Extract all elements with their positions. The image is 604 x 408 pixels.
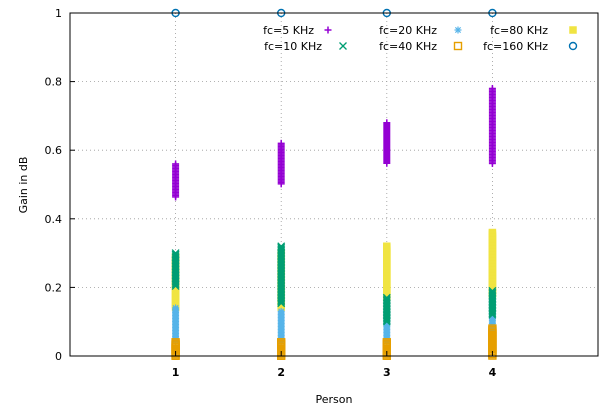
data-point: [382, 314, 391, 323]
legend-marker: [453, 41, 463, 51]
data-layer: [171, 8, 497, 360]
x-tick-label: 1: [172, 366, 180, 379]
data-point-column: [488, 324, 497, 360]
x-tick-label: 4: [489, 366, 497, 379]
data-point: [172, 193, 180, 201]
legend-marker: [324, 26, 332, 34]
grid-layer: [70, 81, 598, 288]
legend-label: fc=10 KHz: [264, 40, 322, 53]
legend-label: fc=5 KHz: [263, 24, 314, 37]
legend-marker: [569, 26, 577, 34]
x-tick-label: 2: [277, 366, 285, 379]
plot-frame: [69, 12, 599, 357]
data-point: [171, 282, 180, 291]
y-tick-label: 0.8: [45, 76, 63, 89]
series-fc-10-khz: [171, 242, 497, 326]
x-tick-label: 3: [383, 366, 391, 379]
data-point: [488, 309, 497, 318]
series-fc-40-khz: [171, 324, 497, 360]
data-point-column: [383, 242, 391, 301]
x-axis-label: Person: [316, 393, 353, 406]
data-point: [383, 159, 391, 167]
data-point-column: [172, 160, 180, 201]
data-point: [488, 310, 497, 319]
legend-label: fc=20 KHz: [379, 24, 437, 37]
legend-marker: [568, 41, 578, 51]
data-point: [171, 280, 180, 289]
legend-marker: [454, 26, 462, 34]
data-point-column: [277, 338, 286, 360]
y-axis-label: Gain in dB: [17, 157, 30, 214]
y-tick-label: 0.4: [45, 213, 63, 226]
data-point-column: [383, 119, 391, 167]
data-point: [277, 296, 286, 305]
data-point: [488, 159, 496, 167]
data-point: [277, 297, 286, 306]
data-point-column: [277, 139, 285, 188]
legend-label: fc=160 KHz: [483, 40, 548, 53]
legend-label: fc=40 KHz: [379, 40, 437, 53]
data-point: [382, 316, 391, 325]
data-point: [171, 279, 180, 288]
series-fc-5-khz: [172, 84, 496, 201]
tick-layer: 0 0.2 0.4 0.6 0.8 1 1 2 3 4: [45, 7, 497, 379]
data-point-column: [171, 249, 180, 291]
data-point-column: [488, 286, 497, 319]
series-fc-20-khz: [172, 297, 496, 345]
legend: fc=5 KHz fc=10 KHz fc=20 KHz fc=40 KHz fc=80…: [263, 24, 578, 53]
data-point-column: [488, 84, 496, 167]
data-point-column: [382, 293, 391, 326]
vertical-dotted-lines: [175, 13, 493, 356]
legend-marker: [339, 42, 347, 50]
y-tick-label: 1: [55, 7, 62, 20]
y-tick-label: 0: [55, 350, 62, 363]
data-point-column: [488, 228, 497, 298]
legend-label: fc=80 KHz: [490, 24, 548, 37]
data-point: [382, 317, 391, 326]
series-fc-80-khz: [171, 228, 497, 312]
data-point-column: [277, 242, 286, 308]
data-point: [277, 299, 286, 308]
y-tick-label: 0.2: [45, 281, 63, 294]
data-point: [488, 307, 497, 316]
y-tick-label: 0.6: [45, 144, 63, 157]
data-point: [277, 180, 285, 188]
